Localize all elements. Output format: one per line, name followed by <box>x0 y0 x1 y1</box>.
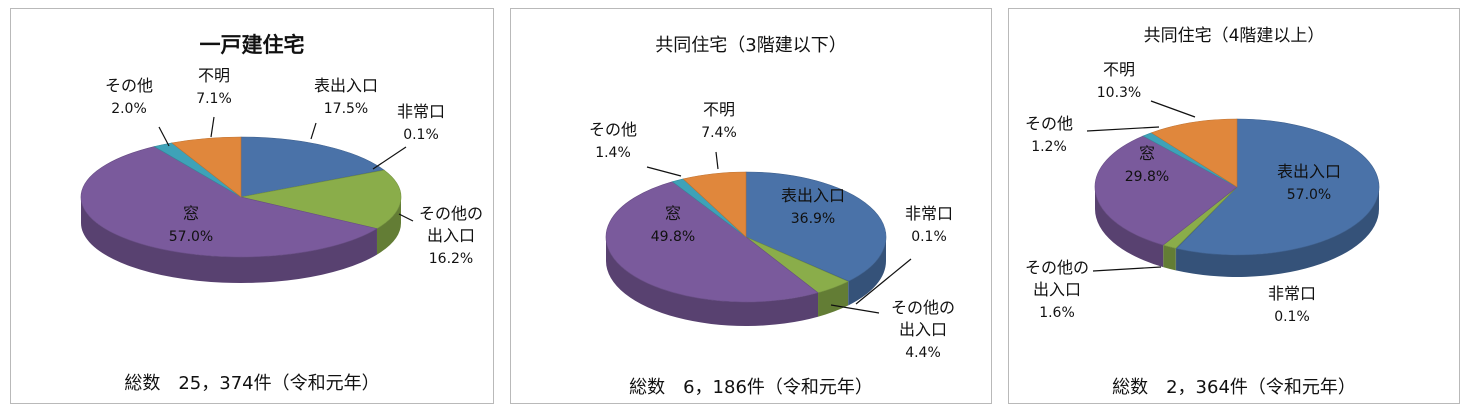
pie-slice-side <box>1095 187 1164 268</box>
pie-slice-0 <box>745 171 887 282</box>
slice-label: 不明 <box>198 66 230 85</box>
chart-title: 共同住宅（3階建以下） <box>655 35 847 56</box>
leader-line <box>1092 266 1162 272</box>
pie-slice-side <box>848 281 849 306</box>
pie-slice-side <box>818 281 849 317</box>
slice-label: 表出入口 <box>1277 162 1341 181</box>
pie-slice-side <box>1175 248 1177 271</box>
slice-percent: 7.4% <box>701 125 737 141</box>
slice-percent: 10.3% <box>1097 85 1141 101</box>
leader-line <box>398 213 414 222</box>
slice-percent: 29.8% <box>1125 169 1169 185</box>
slice-label: 窓 <box>183 204 199 223</box>
slice-label: 不明 <box>1103 60 1135 79</box>
chart-title: 共同住宅（4階建以上） <box>1143 26 1325 46</box>
leader-line <box>210 116 215 138</box>
slice-label: その他 <box>105 76 153 95</box>
slice-label: 出入口 <box>427 226 475 245</box>
pie-slice-5 <box>682 171 747 238</box>
slice-label: その他 <box>1025 114 1073 133</box>
slice-percent: 1.2% <box>1031 139 1067 155</box>
pie-slice-side <box>848 237 886 306</box>
pie-slice-3 <box>605 181 819 303</box>
pie-slice-3 <box>80 146 378 258</box>
slice-percent: 17.5% <box>324 101 368 117</box>
leader-line <box>1150 100 1196 118</box>
slice-percent: 36.9% <box>791 211 835 227</box>
slice-label: 表出入口 <box>781 186 845 205</box>
slice-percent: 7.1% <box>196 91 232 107</box>
slice-label: 非常口 <box>397 102 445 121</box>
slice-label: その他の <box>891 298 955 317</box>
leader-line <box>830 304 880 314</box>
slice-label: 不明 <box>703 100 735 119</box>
leader-line <box>715 151 719 170</box>
total-label: 総数 6，186件（令和元年） <box>629 377 873 398</box>
slice-label: 非常口 <box>1268 284 1316 303</box>
slice-percent: 1.6% <box>1039 305 1075 321</box>
total-label: 総数 25，374件（令和元年） <box>124 373 380 394</box>
pie-slice-side <box>81 197 377 284</box>
slice-percent: 57.0% <box>169 229 213 245</box>
leader-line <box>646 166 682 177</box>
pie-slice-side <box>376 197 402 255</box>
pie-slice-2 <box>240 169 402 229</box>
leader-line <box>372 146 407 170</box>
slice-percent: 16.2% <box>429 251 473 267</box>
leader-line <box>310 122 317 140</box>
chart-title: 一戸建住宅 <box>199 33 305 57</box>
pie-slice-5 <box>171 136 242 198</box>
pie-slice-side <box>1176 187 1379 277</box>
slice-percent: 2.0% <box>111 101 147 117</box>
slice-label: 窓 <box>1139 144 1155 163</box>
slice-percent: 49.8% <box>651 229 695 245</box>
slice-label: 窓 <box>665 204 681 223</box>
slice-label: 表出入口 <box>314 76 378 95</box>
slice-percent: 0.1% <box>1274 309 1310 325</box>
slice-label: その他 <box>589 120 637 139</box>
slice-label: その他の <box>1025 258 1089 277</box>
pie-panel-apartment-4f-or-more: 共同住宅（4階建以上） 表出入口 57.0% 非常口 0.1% その他の出入口 1.6% 窓… <box>1008 8 1460 404</box>
slice-percent: 0.1% <box>911 229 947 245</box>
pie-slice-0 <box>1175 118 1380 256</box>
pie-slice-side <box>1163 245 1176 271</box>
slice-label: その他の <box>419 204 483 223</box>
slice-label: 非常口 <box>905 204 953 223</box>
pie-slice-5 <box>1150 118 1238 188</box>
slice-percent: 0.1% <box>403 127 439 143</box>
slice-percent: 1.4% <box>595 145 631 161</box>
pie-slice-side <box>606 237 819 326</box>
slice-percent: 4.4% <box>905 345 941 361</box>
slice-percent: 57.0% <box>1287 187 1331 203</box>
pie-slice-0 <box>240 136 385 198</box>
pie-panel-detached-house: 一戸建住宅 表出入口 17.5% 非常口 0.1% その他の出入口 16.2% 窓 57.0%… <box>10 8 494 404</box>
leader-line <box>1086 126 1160 132</box>
slice-label: 出入口 <box>899 320 947 339</box>
pie-slice-3 <box>1094 135 1238 246</box>
leader-line <box>158 126 170 147</box>
total-label: 総数 2，364件（令和元年） <box>1112 377 1356 398</box>
leader-line <box>855 258 912 305</box>
slice-label: 出入口 <box>1033 280 1081 299</box>
pie-panel-apartment-3f-or-less: 共同住宅（3階建以下） 表出入口 36.9% 非常口 0.1% その他の出入口 4.4% 窓… <box>510 8 992 404</box>
